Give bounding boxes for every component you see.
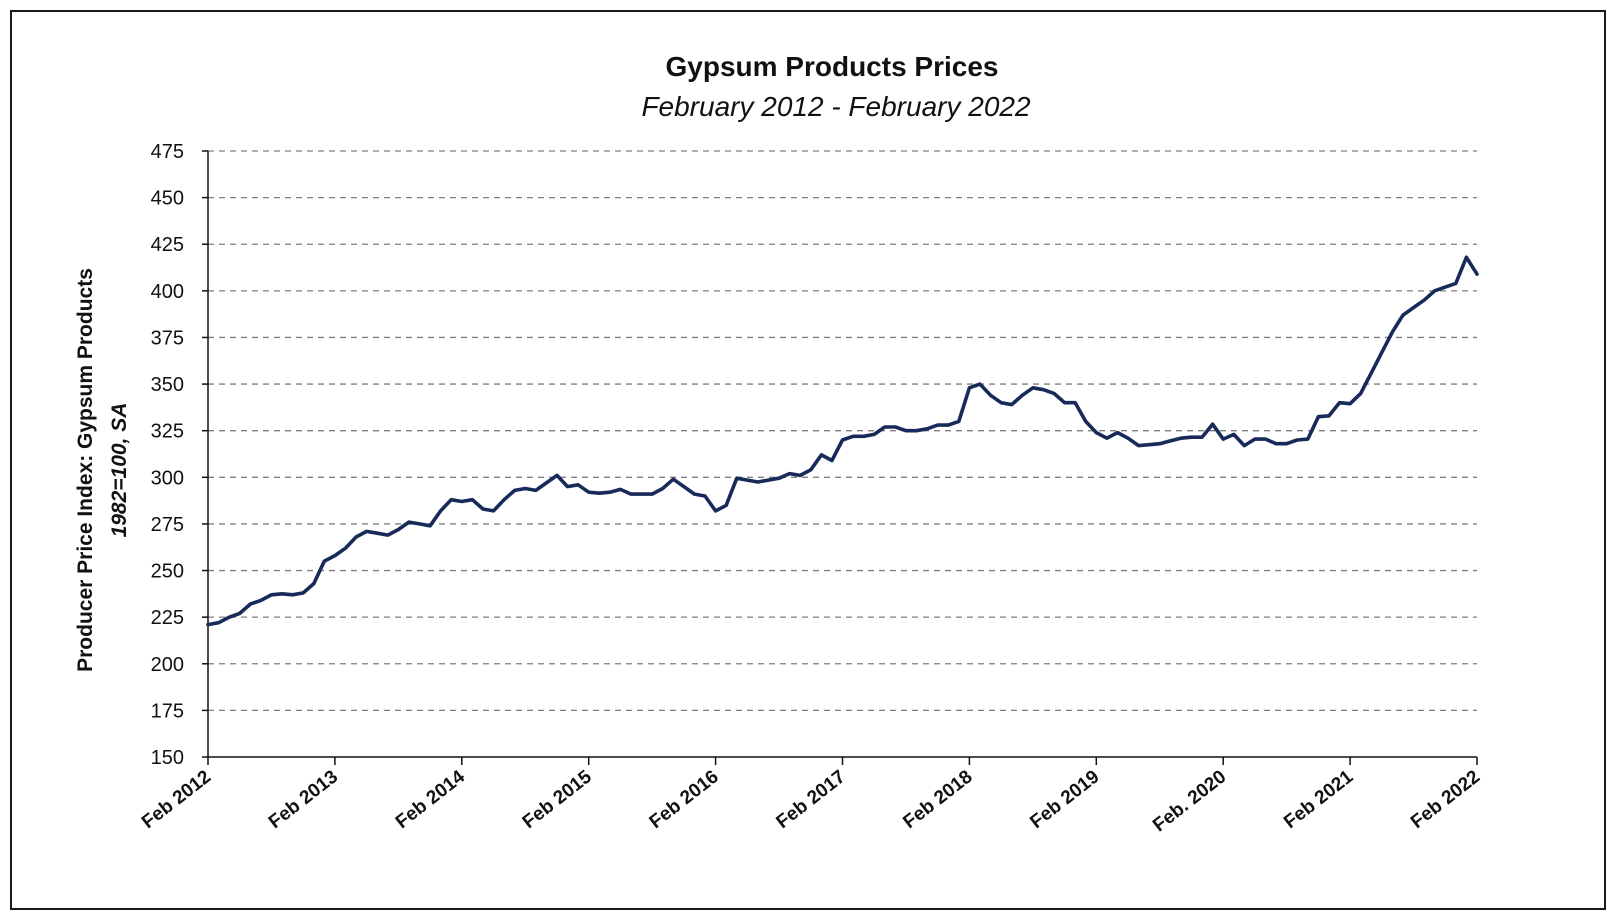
y-tick-label: 300	[151, 467, 184, 489]
x-tick-label: Feb 2018	[899, 766, 976, 833]
x-tick-label: Feb 2021	[1280, 766, 1357, 833]
chart-frame: Gypsum Products Prices February 2012 - F…	[10, 10, 1606, 910]
x-tick-label: Feb 2013	[265, 766, 342, 833]
y-tick-label: 475	[151, 141, 184, 163]
y-tick-label: 200	[151, 654, 184, 676]
x-tick-label: Feb 2012	[138, 766, 215, 833]
x-tick-label: Feb 2016	[646, 766, 723, 833]
y-tick-label: 175	[151, 700, 184, 722]
y-tick-label: 150	[151, 747, 184, 769]
y-axis-label-group: Producer Price Index: Gypsum Products 19…	[74, 268, 131, 672]
x-tick-label: Feb 2019	[1026, 766, 1103, 833]
y-tick-label: 250	[151, 561, 184, 583]
x-tick-labels: Feb 2012 Feb 2013 Feb 2014 Feb 2015 Feb 2016…	[138, 757, 1484, 836]
y-tick-label: 275	[151, 514, 184, 536]
y-tick-label: 400	[151, 281, 184, 303]
x-tick-label: Feb 2022	[1407, 766, 1484, 833]
grid-lines	[208, 150, 1477, 712]
y-tick-labels: 150 175 200 225 250 275 300 325 350 375 400 425 450 4…	[151, 141, 208, 769]
x-tick-label: Feb 2017	[773, 766, 850, 833]
x-tick-label: Feb 2014	[392, 766, 469, 833]
y-tick-label: 225	[151, 607, 184, 629]
chart-title: Gypsum Products Prices	[665, 51, 998, 82]
series-line	[206, 255, 1479, 627]
y-axis-label-note: 1982=100, SA	[108, 403, 131, 538]
y-tick-label: 350	[151, 374, 184, 396]
series-layer	[206, 255, 1479, 627]
axes	[207, 151, 1477, 758]
y-axis-label: Producer Price Index: Gypsum Products	[74, 268, 97, 672]
y-tick-label: 425	[151, 234, 184, 256]
y-tick-label: 450	[151, 188, 184, 210]
y-tick-label: 375	[151, 327, 184, 349]
x-tick-label: Feb 2015	[519, 766, 596, 833]
chart-subtitle: February 2012 - February 2022	[641, 91, 1031, 122]
y-tick-label: 325	[151, 421, 184, 443]
x-tick-label: Feb. 2020	[1149, 766, 1230, 836]
chart-svg: Gypsum Products Prices February 2012 - F…	[74, 51, 1484, 836]
